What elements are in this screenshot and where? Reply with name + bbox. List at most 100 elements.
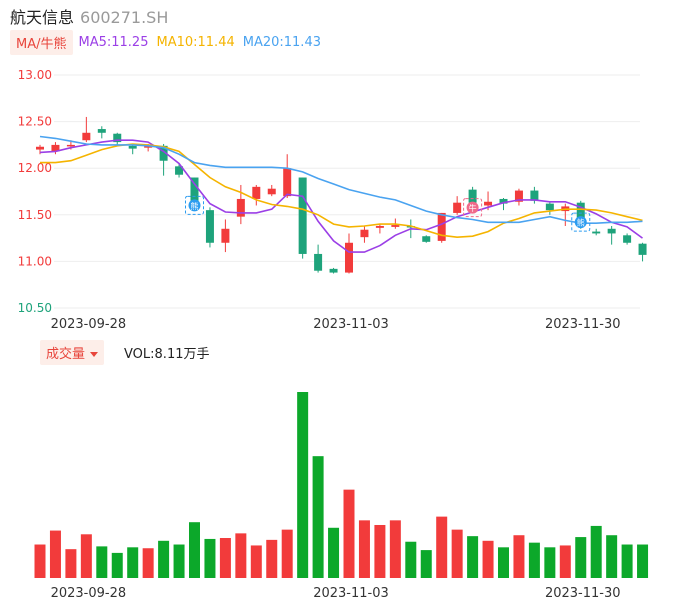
volume-bar (451, 529, 463, 578)
volume-bar (65, 549, 77, 578)
ma20-legend: MA20:11.43 (242, 34, 321, 50)
volume-bar (250, 545, 262, 578)
ma5-line (39, 139, 643, 253)
candle (236, 184, 245, 225)
candle-body (36, 146, 44, 150)
volume-bar (34, 544, 46, 578)
volume-bar (467, 536, 479, 578)
marker-badge (574, 216, 587, 229)
candle-body (144, 145, 153, 148)
candle-body (453, 202, 462, 213)
candle-body (97, 129, 106, 133)
ma-legend: MA/牛熊 MA5:11.25 MA10:11.44 MA20:11.43 (10, 29, 329, 55)
volume-bar (528, 542, 540, 578)
candle (36, 144, 44, 155)
candle-body (314, 253, 323, 271)
candle (360, 225, 369, 243)
candle-body (190, 177, 199, 208)
volume-bar (559, 545, 571, 578)
volume-bar (96, 546, 108, 578)
volume-bar (637, 544, 649, 578)
candle (221, 219, 230, 253)
volume-bar (343, 489, 355, 578)
volume-date-label: 2023-11-03 (313, 586, 389, 601)
volume-bar (590, 525, 602, 578)
volume-bar (544, 547, 556, 578)
candle (530, 186, 539, 204)
candle-body (113, 133, 122, 143)
candle (545, 201, 554, 215)
ma10-line (40, 143, 643, 239)
price-axis-label: 12.50 (18, 115, 52, 129)
volume-bar (312, 456, 324, 578)
candle (298, 177, 307, 259)
candle-body (360, 229, 369, 238)
candle (113, 132, 122, 146)
candle (499, 198, 508, 211)
volume-selector-button[interactable]: 成交量 (40, 339, 105, 365)
candle-body (468, 189, 477, 203)
volume-bar (498, 547, 509, 578)
marker-label: 熊 (191, 201, 199, 211)
price-date-label: 2023-11-03 (313, 317, 389, 330)
candle-body (638, 243, 647, 255)
volume-bar (281, 529, 293, 578)
volume-bar (436, 516, 448, 578)
candle-body (345, 242, 353, 273)
volume-bar (513, 535, 525, 578)
marker-frame (185, 195, 204, 215)
candle-body (66, 144, 75, 147)
dropdown-arrow-icon (90, 351, 99, 357)
candle (607, 225, 616, 245)
candle-body (267, 188, 276, 195)
candle (468, 186, 477, 204)
marker-badge (188, 199, 201, 212)
volume-bar (111, 552, 123, 578)
candle (592, 228, 601, 236)
candle-body (592, 231, 601, 234)
price-date-label: 2023-09-28 (51, 317, 127, 330)
volume-bar (606, 535, 618, 578)
candle-body (283, 168, 292, 197)
candle-body (298, 177, 307, 254)
candle-body (236, 198, 245, 217)
ma20-line (39, 135, 643, 224)
candle-body (545, 203, 554, 211)
bear-marker: 熊 (571, 212, 591, 232)
volume-bar (405, 541, 417, 578)
candle (159, 143, 168, 176)
candle-body (82, 132, 91, 141)
volume-chart[interactable]: 2023-09-28 2023-11-03 2023-11-30 (0, 380, 686, 606)
indicator-selector-button[interactable]: MA/牛熊 (10, 29, 73, 55)
candle-body (221, 228, 230, 243)
volume-bar (374, 524, 386, 578)
candle-body (607, 228, 616, 234)
price-axis-label: 11.00 (18, 254, 52, 268)
volume-bar (80, 534, 92, 578)
candle (638, 242, 647, 262)
marker-label: 熊 (577, 218, 585, 228)
marker-badge (466, 201, 479, 214)
price-axis-label: 13.00 (18, 68, 52, 82)
candle-body (514, 190, 523, 202)
candle-body (51, 144, 60, 152)
candle (82, 116, 91, 143)
candle-body (422, 236, 431, 242)
candle (267, 184, 276, 197)
stock-name: 航天信息 (10, 8, 75, 27)
volume-bar (142, 548, 154, 578)
ma5-legend: MA5:11.25 (78, 34, 149, 50)
candle-body (128, 145, 137, 149)
volume-date-label: 2023-11-30 (545, 586, 621, 601)
candle (623, 233, 632, 245)
price-axis-label: 11.50 (18, 208, 52, 222)
volume-legend: 成交量 VOL:8.11万手 (40, 339, 209, 365)
volume-bar (49, 530, 61, 578)
candle (314, 244, 323, 273)
volume-bar (173, 544, 185, 578)
candle-body (499, 198, 508, 204)
candle (345, 233, 353, 274)
candle-body (159, 145, 168, 161)
candle-body (530, 190, 539, 201)
